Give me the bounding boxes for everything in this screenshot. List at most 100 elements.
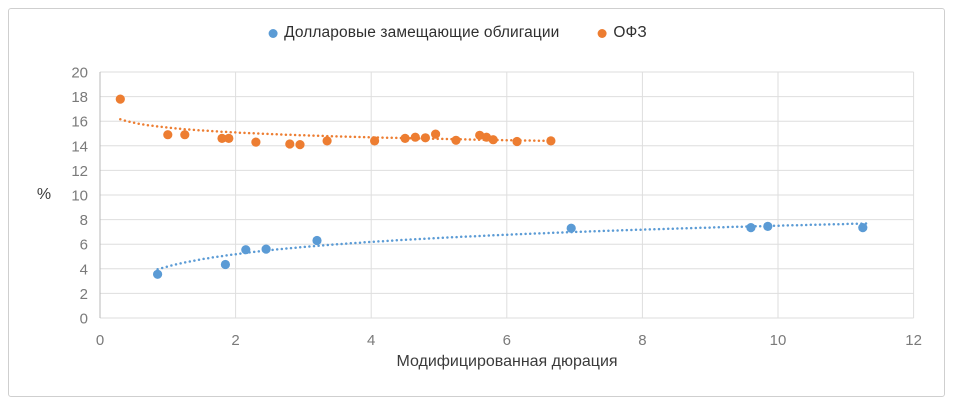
trendline-dot (197, 258, 201, 262)
trendline-dot (556, 231, 560, 234)
trendline-dot (694, 226, 698, 230)
data-point-ofz (163, 130, 173, 140)
trendline-dot (202, 257, 205, 261)
trendline-dot (119, 117, 122, 121)
trendline-dot (169, 126, 173, 130)
trendline-dot (220, 130, 223, 133)
trendline-dot (303, 134, 306, 137)
trendline-dot (275, 248, 279, 251)
y-axis-title: % (36, 186, 52, 203)
trendline-dot (234, 131, 237, 134)
trendline-dot (377, 240, 380, 243)
trendline-dot (271, 248, 274, 252)
trendline-dot (423, 237, 426, 240)
trendline-dot (777, 224, 780, 227)
trendline-dot (243, 131, 246, 135)
trendline-dot (174, 263, 178, 266)
data-point-ofz (410, 132, 420, 142)
trendline-dot (722, 225, 725, 229)
data-point-dollar-bonds (566, 223, 576, 233)
trendline-dot (335, 243, 339, 246)
trendline-dot (464, 235, 468, 238)
trendline-dot (201, 129, 205, 132)
trendline-dot (284, 133, 288, 136)
y-tick-label: 16 (71, 114, 88, 131)
data-point-dollar-bonds (220, 259, 230, 270)
trendline-dot (528, 232, 532, 235)
trendline-dot (561, 231, 564, 234)
trendline-dot (846, 222, 849, 226)
trendline-dot (298, 246, 302, 249)
x-tick-label: 8 (638, 332, 646, 349)
trendline-dot (551, 231, 555, 235)
trendline-dot (385, 136, 389, 139)
trendline-dot (510, 138, 513, 142)
trendline-dot (363, 241, 366, 244)
x-tick-label: 0 (96, 332, 104, 349)
trendline-dot (588, 230, 592, 233)
trendline-dot (165, 265, 169, 268)
legend-marker-orange-icon (597, 28, 607, 38)
data-point-ofz (115, 94, 125, 104)
trendline-dot (321, 244, 325, 247)
trendline-dot (170, 264, 173, 267)
trendline-dot (432, 236, 435, 240)
trendline-dot (270, 132, 274, 136)
legend-label-dollar-bonds: Долларовые замещающие облигации (284, 24, 560, 41)
trendline-dot (579, 230, 583, 234)
trendline-dot (538, 232, 541, 235)
trendline-dot (450, 236, 454, 239)
trendline-dot (289, 133, 292, 137)
trendline-dot (220, 254, 224, 258)
trendline-dot (855, 222, 859, 225)
legend-item-dollar-bonds: Долларовые замещающие облигации (268, 24, 559, 42)
trendline-dot (197, 128, 200, 132)
data-point-dollar-bonds (261, 244, 271, 254)
trendline-dot (418, 237, 422, 241)
trendline-dot (786, 224, 790, 227)
trendline-dot (505, 233, 509, 236)
data-point-ofz (546, 136, 556, 146)
trendline-dot (225, 254, 228, 257)
chart-legend: Долларовые замещающие облигации ОФЗ (268, 24, 647, 42)
trendline-dot (317, 244, 320, 247)
trendline-dot (211, 256, 215, 259)
trendline-dot (657, 227, 661, 231)
trendline-dot (400, 238, 403, 242)
trendline-dot (178, 127, 182, 131)
y-tick-label: 8 (80, 212, 88, 229)
data-point-ofz (180, 130, 190, 140)
trendline-dot (238, 131, 242, 134)
trendline-dot (312, 244, 316, 248)
trendline-dot (468, 138, 472, 141)
trendline-dot (206, 129, 209, 133)
trendline-dot (717, 226, 721, 229)
trendline-dot (349, 135, 352, 139)
trendline-dot (354, 241, 357, 245)
trendline-dot (800, 223, 803, 227)
trendline-dot (367, 240, 371, 244)
trendline-dot (482, 234, 486, 237)
trendline-dot (487, 234, 491, 237)
data-point-ofz (224, 133, 234, 143)
y-tick-label: 20 (71, 65, 88, 82)
trendline-dot (593, 230, 596, 233)
trendline-dot (362, 135, 366, 139)
data-point-dollar-bonds (153, 269, 163, 279)
data-point-ofz (400, 133, 410, 143)
trendline-dot (818, 223, 822, 226)
trendline-dot (261, 132, 265, 135)
trendline-dot (344, 242, 348, 245)
trendline-dot (515, 233, 518, 236)
trendline-dot (298, 133, 301, 137)
trendline-dot (151, 124, 154, 128)
trendline-dot (339, 135, 343, 138)
trendline-dot (533, 139, 536, 142)
trendline-dot (206, 256, 210, 260)
trendline-dot (160, 125, 163, 129)
data-point-ofz (370, 136, 380, 146)
trendline-dot (630, 228, 633, 232)
trendline-dot (436, 236, 440, 240)
trendline-dot (234, 252, 238, 256)
